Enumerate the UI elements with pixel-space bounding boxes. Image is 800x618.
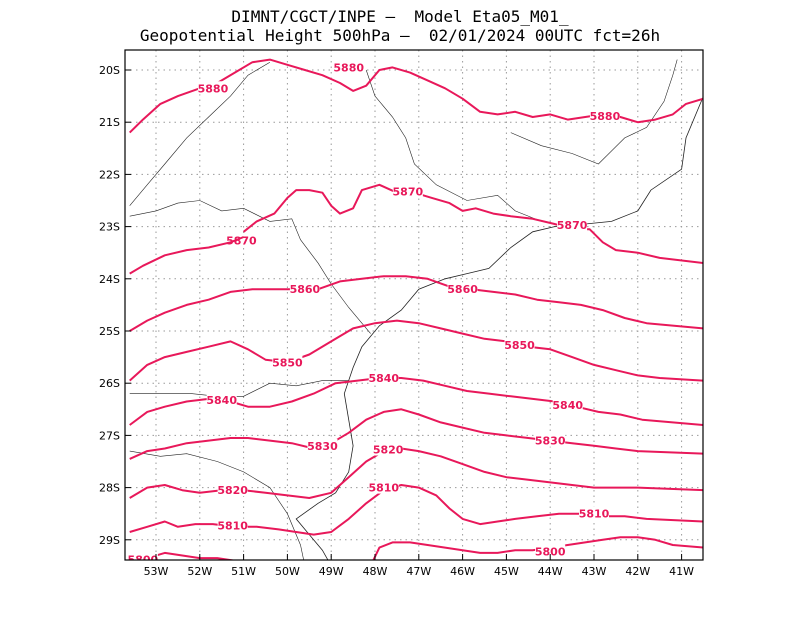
contour-label-bg [197,81,228,95]
contour-label-bg [557,218,588,232]
contour-label-bg [535,544,566,558]
contour-label: 5840 [552,399,583,412]
contour-label: 5810 [217,520,248,533]
contour-label-bg [368,480,399,494]
contour-label: 5880 [590,110,621,123]
contour-label: 5860 [447,283,478,296]
contour-label-bg [272,355,303,369]
lon-tick-label: 46W [450,565,475,578]
contour-label-bg [368,370,399,384]
axis-ticks: 20S 21S 22S 23S 24S 25S 26S 27S 28S 29S 53W 52W 51W 5… [99,64,694,578]
state-border [129,61,271,206]
lat-tick-label: 28S [99,482,120,495]
plot-frame [124,49,704,561]
lon-tick-label: 47W [406,565,431,578]
state-border [365,69,542,222]
lat-tick-label: 29S [99,534,120,547]
contour-label: 5870 [557,219,588,232]
lat-tick-label: 20S [99,64,120,77]
lon-tick-label: 51W [231,565,256,578]
lat-tick-label: 21S [99,116,120,129]
contour-label-bg [307,438,338,452]
contour-5870 [129,236,244,275]
contour-label-bg [392,184,423,198]
contour-label: 5880 [198,82,229,95]
contour-label-bg [589,108,620,122]
lon-tick-label: 44W [538,565,563,578]
contour-5850 [129,319,703,382]
lon-tick-label: 41W [669,565,694,578]
contour-5810 [129,484,703,536]
contour-label-bg [289,282,320,296]
contour-label-bg [579,506,609,520]
state-border [510,59,678,165]
contour-label-bg [206,392,237,406]
contour-label: 5830 [535,435,566,448]
contour-label: 5820 [217,484,248,497]
contour-label-bg [127,552,158,560]
contour-label: 5870 [226,235,257,248]
contour-label-bg [217,483,248,497]
contour-label-bg [333,60,364,74]
contour-label-bg [373,442,404,456]
contour-label: 5820 [373,443,404,456]
contour-label: 5850 [504,339,535,352]
lon-tick-label: 42W [625,565,650,578]
lon-tick-label: 43W [582,565,607,578]
contour-5870 [242,183,703,265]
lon-tick-label: 50W [275,565,300,578]
lon-tick-label: 49W [319,565,344,578]
lat-tick-label: 23S [99,221,120,234]
contour-label: 5840 [206,394,237,407]
contour-5860 [129,275,703,332]
contour-label-bg [226,233,257,247]
contour-label: 5800 [128,554,159,567]
contour-label: 5850 [272,356,303,369]
chart-title-line1: DIMNT/CGCT/INPE – Model Eta05_M01_ [231,7,569,26]
chart-title-line2: Geopotential Height 500hPa – 02/01/2024 … [139,26,661,45]
contour-label: 5830 [307,440,338,453]
lon-tick-label: 48W [363,565,388,578]
contour-label: 5840 [368,372,399,385]
lon-tick-label: 45W [494,565,519,578]
lat-tick-label: 25S [99,325,120,338]
state-border [129,450,304,560]
lat-lon-grid [125,50,703,560]
contour-label-bg [217,518,248,532]
state-border [129,380,349,397]
contour-5800 [372,536,703,560]
contour-5820 [129,447,703,499]
coastline [295,96,703,560]
contour-label: 5800 [535,545,566,558]
contour-label: 5880 [333,61,364,74]
lat-tick-label: 22S [99,168,120,181]
contour-label: 5860 [290,283,321,296]
contour-label-bg [535,433,566,447]
contour-label-bg [552,398,583,412]
contour-label: 5810 [579,508,610,521]
lat-tick-label: 27S [99,429,120,442]
contour-label: 5870 [393,186,424,199]
height-contours: 5880 5880 5880 5870 5870 5870 5860 5860 5850 5850… [127,58,703,567]
lon-tick-label: 52W [187,565,212,578]
contour-label: 5810 [368,482,399,495]
state-border [129,200,371,334]
contour-label-bg [504,338,535,352]
lat-tick-label: 26S [99,377,120,390]
lon-tick-label: 53W [144,565,169,578]
contour-label-bg [447,282,478,296]
lat-tick-label: 24S [99,273,120,286]
